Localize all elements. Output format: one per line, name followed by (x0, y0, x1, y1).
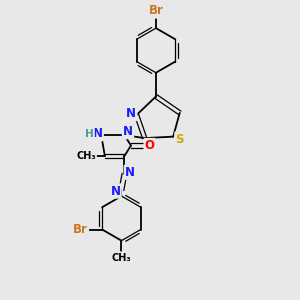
Text: S: S (176, 133, 184, 146)
Text: N: N (93, 127, 103, 140)
Text: CH₃: CH₃ (76, 151, 96, 161)
Text: N: N (126, 107, 136, 120)
Text: N: N (123, 125, 133, 138)
Text: H: H (85, 129, 94, 139)
Text: CH₃: CH₃ (112, 253, 131, 262)
Text: N: N (125, 166, 135, 179)
Text: O: O (145, 139, 155, 152)
Text: Br: Br (148, 4, 164, 17)
Text: Br: Br (73, 223, 88, 236)
Text: N: N (110, 184, 121, 197)
